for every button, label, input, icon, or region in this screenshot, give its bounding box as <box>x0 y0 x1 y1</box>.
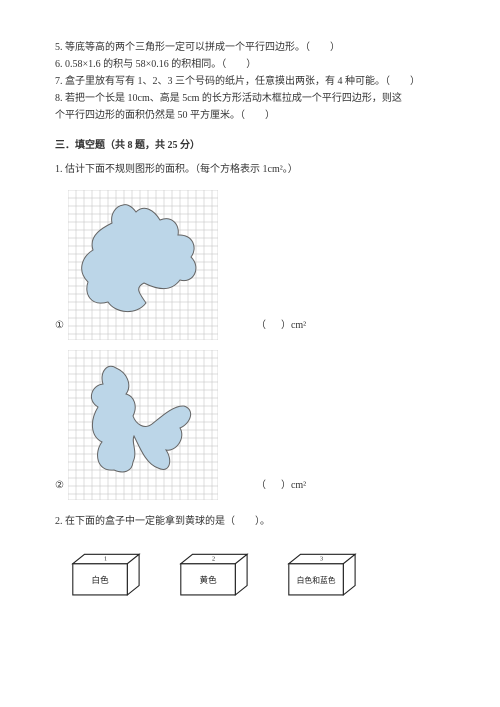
box-1-label: 白色 <box>92 574 110 585</box>
figure-2-answer: （ ）cm² <box>256 478 306 494</box>
figure-2-block: ② （ ）cm² <box>55 350 445 500</box>
question-8-line2: 个平行四边形的面积仍然是 50 平方厘米。（ ） <box>55 108 445 124</box>
section-3-header: 三．填空题（共 8 题，共 25 分） <box>55 138 445 154</box>
figure-1-answer: （ ）cm² <box>256 318 306 334</box>
figure-2-label: ② <box>55 478 64 494</box>
box-1: 1 白色 <box>65 552 143 599</box>
question-7: 7. 盒子里放有写有 1、2、3 三个号码的纸片，任意摸出两张，有 4 种可能。… <box>55 74 445 90</box>
figure-1-label: ① <box>55 318 64 334</box>
question-6: 6. 0.58×1.6 的积与 58×0.16 的积相同。（ ） <box>55 57 445 73</box>
box-2-number: 2 <box>212 556 215 563</box>
boxes-row: 1 白色 2 黄色 3 白色和蓝色 <box>55 552 445 599</box>
s3-q2-text: 2. 在下面的盒子中一定能拿到黄球的是（ ）。 <box>55 514 445 530</box>
question-5: 5. 等底等高的两个三角形一定可以拼成一个平行四边形。（ ） <box>55 40 445 56</box>
question-8-line1: 8. 若把一个长是 10cm、高是 5cm 的长方形活动木框拉成一个平行四边形，… <box>55 91 445 107</box>
box-3-label: 白色和蓝色 <box>297 575 336 585</box>
box-2: 2 黄色 <box>173 552 251 599</box>
figure-1-block: ① （ ）cm² <box>55 190 445 340</box>
box-1-number: 1 <box>104 556 107 563</box>
box-2-label: 黄色 <box>200 574 218 585</box>
grid-figure-1 <box>68 190 218 340</box>
box-3-number: 3 <box>320 556 323 563</box>
box-3: 3 白色和蓝色 <box>281 552 359 599</box>
s3-q1-text: 1. 估计下面不规则图形的面积。（每个方格表示 1cm²。） <box>55 162 445 178</box>
grid-figure-2 <box>68 350 218 500</box>
